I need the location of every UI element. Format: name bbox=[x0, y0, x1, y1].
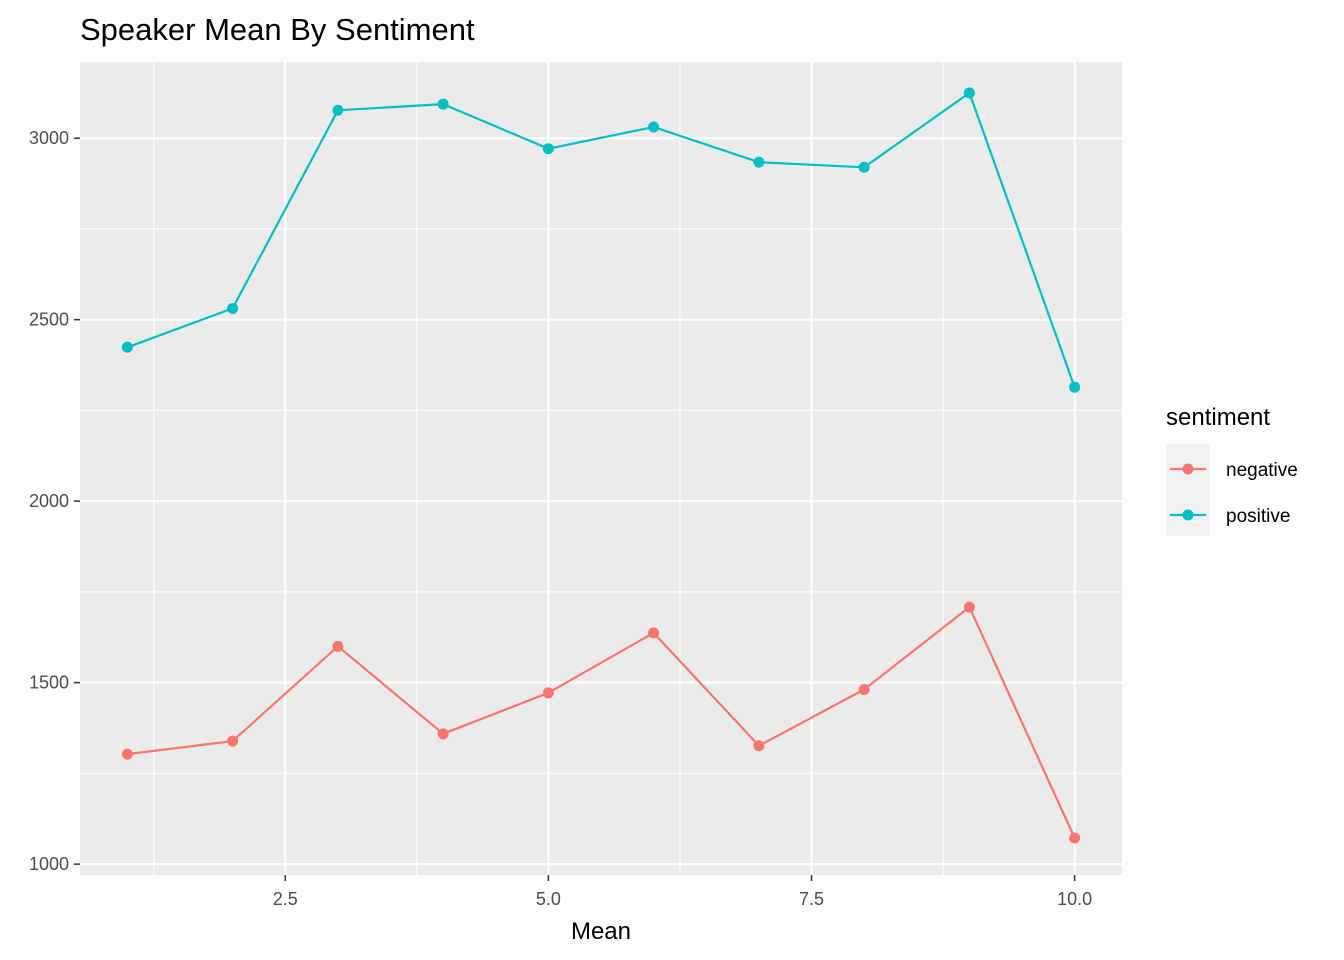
y-tick-label: 1500 bbox=[29, 673, 69, 693]
data-point-positive bbox=[227, 302, 239, 314]
data-point-positive bbox=[332, 104, 344, 116]
legend-key-point-positive bbox=[1182, 509, 1194, 521]
x-tick-label: 5.0 bbox=[536, 889, 561, 909]
series-layer bbox=[121, 87, 1081, 844]
plot-panel bbox=[80, 62, 1122, 875]
legend-label-negative: negative bbox=[1226, 460, 1298, 481]
chart-title: Speaker Mean By Sentiment bbox=[80, 12, 475, 47]
data-point-positive bbox=[121, 341, 133, 353]
data-point-positive bbox=[437, 98, 449, 110]
data-point-positive bbox=[648, 121, 660, 133]
data-point-negative bbox=[963, 601, 975, 613]
data-point-positive bbox=[542, 143, 554, 155]
data-point-negative bbox=[753, 740, 765, 752]
data-point-negative bbox=[542, 687, 554, 699]
data-point-negative bbox=[227, 735, 239, 747]
data-point-negative bbox=[121, 748, 133, 760]
data-point-positive bbox=[753, 156, 765, 168]
legend-key-background bbox=[1166, 444, 1210, 536]
legend-key-point-negative bbox=[1182, 463, 1194, 475]
data-point-positive bbox=[858, 161, 870, 173]
x-tick-label: 2.5 bbox=[273, 889, 298, 909]
y-axis: 1000 1500 2000 2500 3000 bbox=[29, 128, 80, 874]
data-point-negative bbox=[1069, 832, 1081, 844]
x-tick-label: 10.0 bbox=[1057, 889, 1092, 909]
data-point-negative bbox=[332, 640, 344, 652]
legend-label-positive: positive bbox=[1226, 506, 1290, 527]
series-line-positive bbox=[127, 91, 1076, 388]
legend-items: negative positive bbox=[1170, 460, 1298, 527]
x-axis-title: Mean bbox=[571, 918, 631, 945]
data-point-negative bbox=[648, 627, 660, 639]
y-tick-label: 3000 bbox=[29, 128, 69, 148]
data-point-positive bbox=[963, 87, 975, 99]
legend-title: sentiment bbox=[1166, 404, 1270, 431]
data-point-negative bbox=[858, 684, 870, 696]
legend: sentiment negative positive bbox=[1166, 404, 1298, 536]
x-axis: 2.5 5.0 7.5 10.0 bbox=[273, 875, 1092, 909]
y-tick-label: 2500 bbox=[29, 310, 69, 330]
y-tick-label: 1000 bbox=[29, 854, 69, 874]
y-tick-label: 2000 bbox=[29, 491, 69, 511]
data-point-negative bbox=[437, 728, 449, 740]
series-line-negative bbox=[127, 605, 1076, 839]
data-point-positive bbox=[1069, 381, 1081, 393]
x-tick-label: 7.5 bbox=[799, 889, 824, 909]
